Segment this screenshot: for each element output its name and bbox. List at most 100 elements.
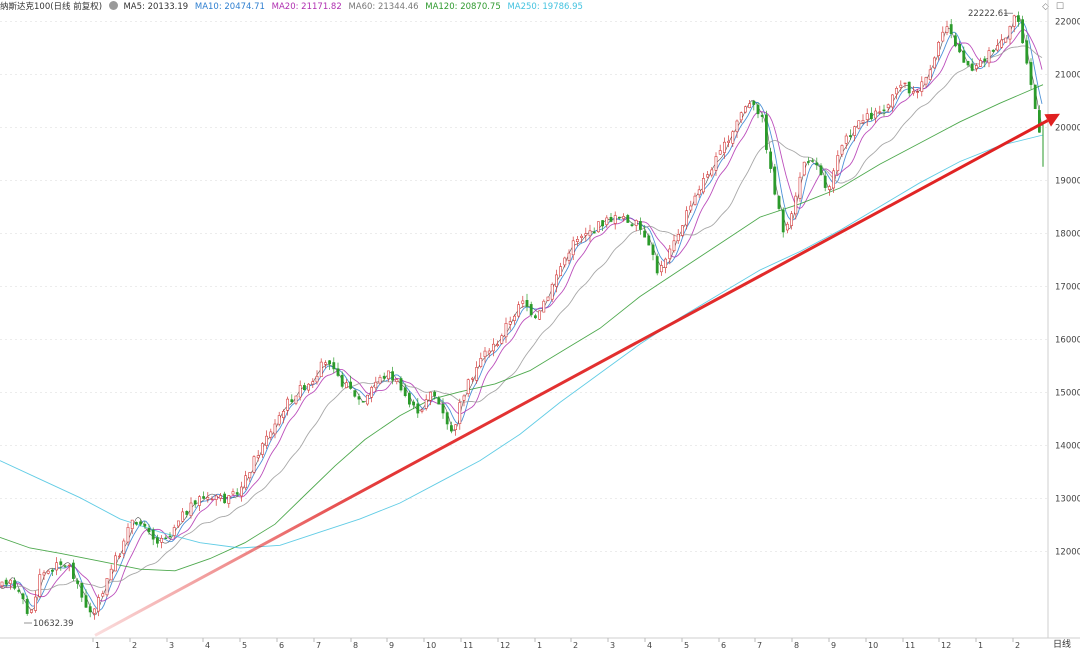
candle-body <box>311 381 315 385</box>
candle-body <box>17 589 21 592</box>
candle-body <box>827 186 831 190</box>
candle-body <box>181 511 185 522</box>
settings-dot-icon[interactable] <box>108 1 118 10</box>
candle-body <box>416 403 420 414</box>
candle-body <box>550 283 554 300</box>
candle-body <box>214 495 218 500</box>
candle-body <box>105 578 109 596</box>
diamond-icon[interactable]: ◇ <box>1042 2 1050 12</box>
candle-body <box>88 606 92 613</box>
candle-body <box>874 110 878 119</box>
ma-line-ma60 <box>0 45 1043 592</box>
candle-body <box>693 195 697 206</box>
candle-body <box>357 396 361 400</box>
candle-body <box>437 397 441 405</box>
candle-body <box>962 50 966 63</box>
candle-body <box>739 112 743 121</box>
legend-ma5: MA5: 20133.19 <box>123 2 189 12</box>
candle-body <box>958 43 962 53</box>
candle-body <box>13 580 17 589</box>
candle-body <box>265 435 269 446</box>
candle-body <box>290 399 294 403</box>
y-tick-label: 21000 <box>1055 71 1080 81</box>
candle-body <box>832 170 836 189</box>
candle-body <box>764 114 768 150</box>
candle-body <box>777 196 781 209</box>
candle-body <box>240 486 243 497</box>
candle-body <box>424 399 428 409</box>
candle-body <box>1012 15 1016 27</box>
candle-body <box>172 527 176 536</box>
candle-body <box>865 113 869 120</box>
candle-body <box>517 304 521 317</box>
candle-body <box>1000 39 1004 48</box>
ma-line-ma10 <box>0 21 1043 611</box>
candle-body <box>1021 19 1025 44</box>
period-label[interactable]: 日线 <box>1052 640 1071 650</box>
candle-body <box>491 343 495 352</box>
candle-body <box>995 45 999 51</box>
candle-body <box>916 91 920 93</box>
candle-body <box>294 395 298 404</box>
candle-body <box>706 174 710 178</box>
candle-body <box>269 431 273 438</box>
candle-body <box>790 213 794 226</box>
candle-body <box>613 215 617 224</box>
candle-body <box>25 598 29 614</box>
legend-ma20: MA20: 21171.82 <box>271 2 342 12</box>
x-tick-label: 2 <box>573 641 578 650</box>
candle-body <box>21 593 25 600</box>
y-tick-label: 14000 <box>1055 442 1080 452</box>
candle-body <box>202 496 206 499</box>
y-tick-label: 16000 <box>1055 336 1080 346</box>
corner-icons: ◇ ☐ <box>1038 2 1064 12</box>
candle-body <box>185 510 189 515</box>
candle-body <box>525 299 529 307</box>
candle-body <box>323 362 327 365</box>
square-icon[interactable]: ☐ <box>1055 2 1064 12</box>
candle-body <box>454 424 458 431</box>
candle-body <box>668 248 672 259</box>
candle-body <box>844 135 848 144</box>
candle-body <box>139 521 143 525</box>
x-tick-label: 1 <box>537 641 542 650</box>
x-tick-label: 8 <box>794 641 799 650</box>
high-annotation: 22222.61 <box>968 9 1009 19</box>
candle-body <box>50 569 54 572</box>
candle-body <box>680 225 684 236</box>
candle-body <box>76 580 80 584</box>
candle-body <box>596 221 600 233</box>
candle-body <box>189 502 193 516</box>
candle-body <box>29 609 33 613</box>
candle-body <box>798 176 802 199</box>
candle-body <box>584 233 588 236</box>
candle-body <box>344 382 348 388</box>
candle-body <box>907 81 911 94</box>
candle-body <box>46 570 50 574</box>
candle-body <box>605 217 609 225</box>
candle-body <box>126 527 130 543</box>
candle-body <box>937 41 941 56</box>
candle-body <box>227 495 231 504</box>
candle-body <box>815 162 819 166</box>
candle-body <box>538 310 542 320</box>
candle-body <box>34 596 38 611</box>
candle-body <box>743 106 747 113</box>
candle-body <box>685 210 689 226</box>
candle-body <box>857 120 861 129</box>
candle-body <box>399 378 403 391</box>
candle-body <box>756 104 760 115</box>
candle-body <box>714 156 718 171</box>
x-tick-label: 6 <box>279 641 284 650</box>
candle-body <box>55 562 59 571</box>
trend-arrow-line <box>94 119 1049 637</box>
candle-body <box>1029 62 1033 85</box>
candle-body <box>298 385 302 398</box>
x-tick-label: 3 <box>610 641 615 650</box>
candle-body <box>470 377 474 380</box>
candle-body <box>953 35 957 47</box>
legend-ma60: MA60: 21344.46 <box>348 2 419 12</box>
y-tick-label: 17000 <box>1055 283 1080 293</box>
candle-body <box>508 321 512 325</box>
legend-ma120: MA120: 20870.75 <box>425 2 501 12</box>
